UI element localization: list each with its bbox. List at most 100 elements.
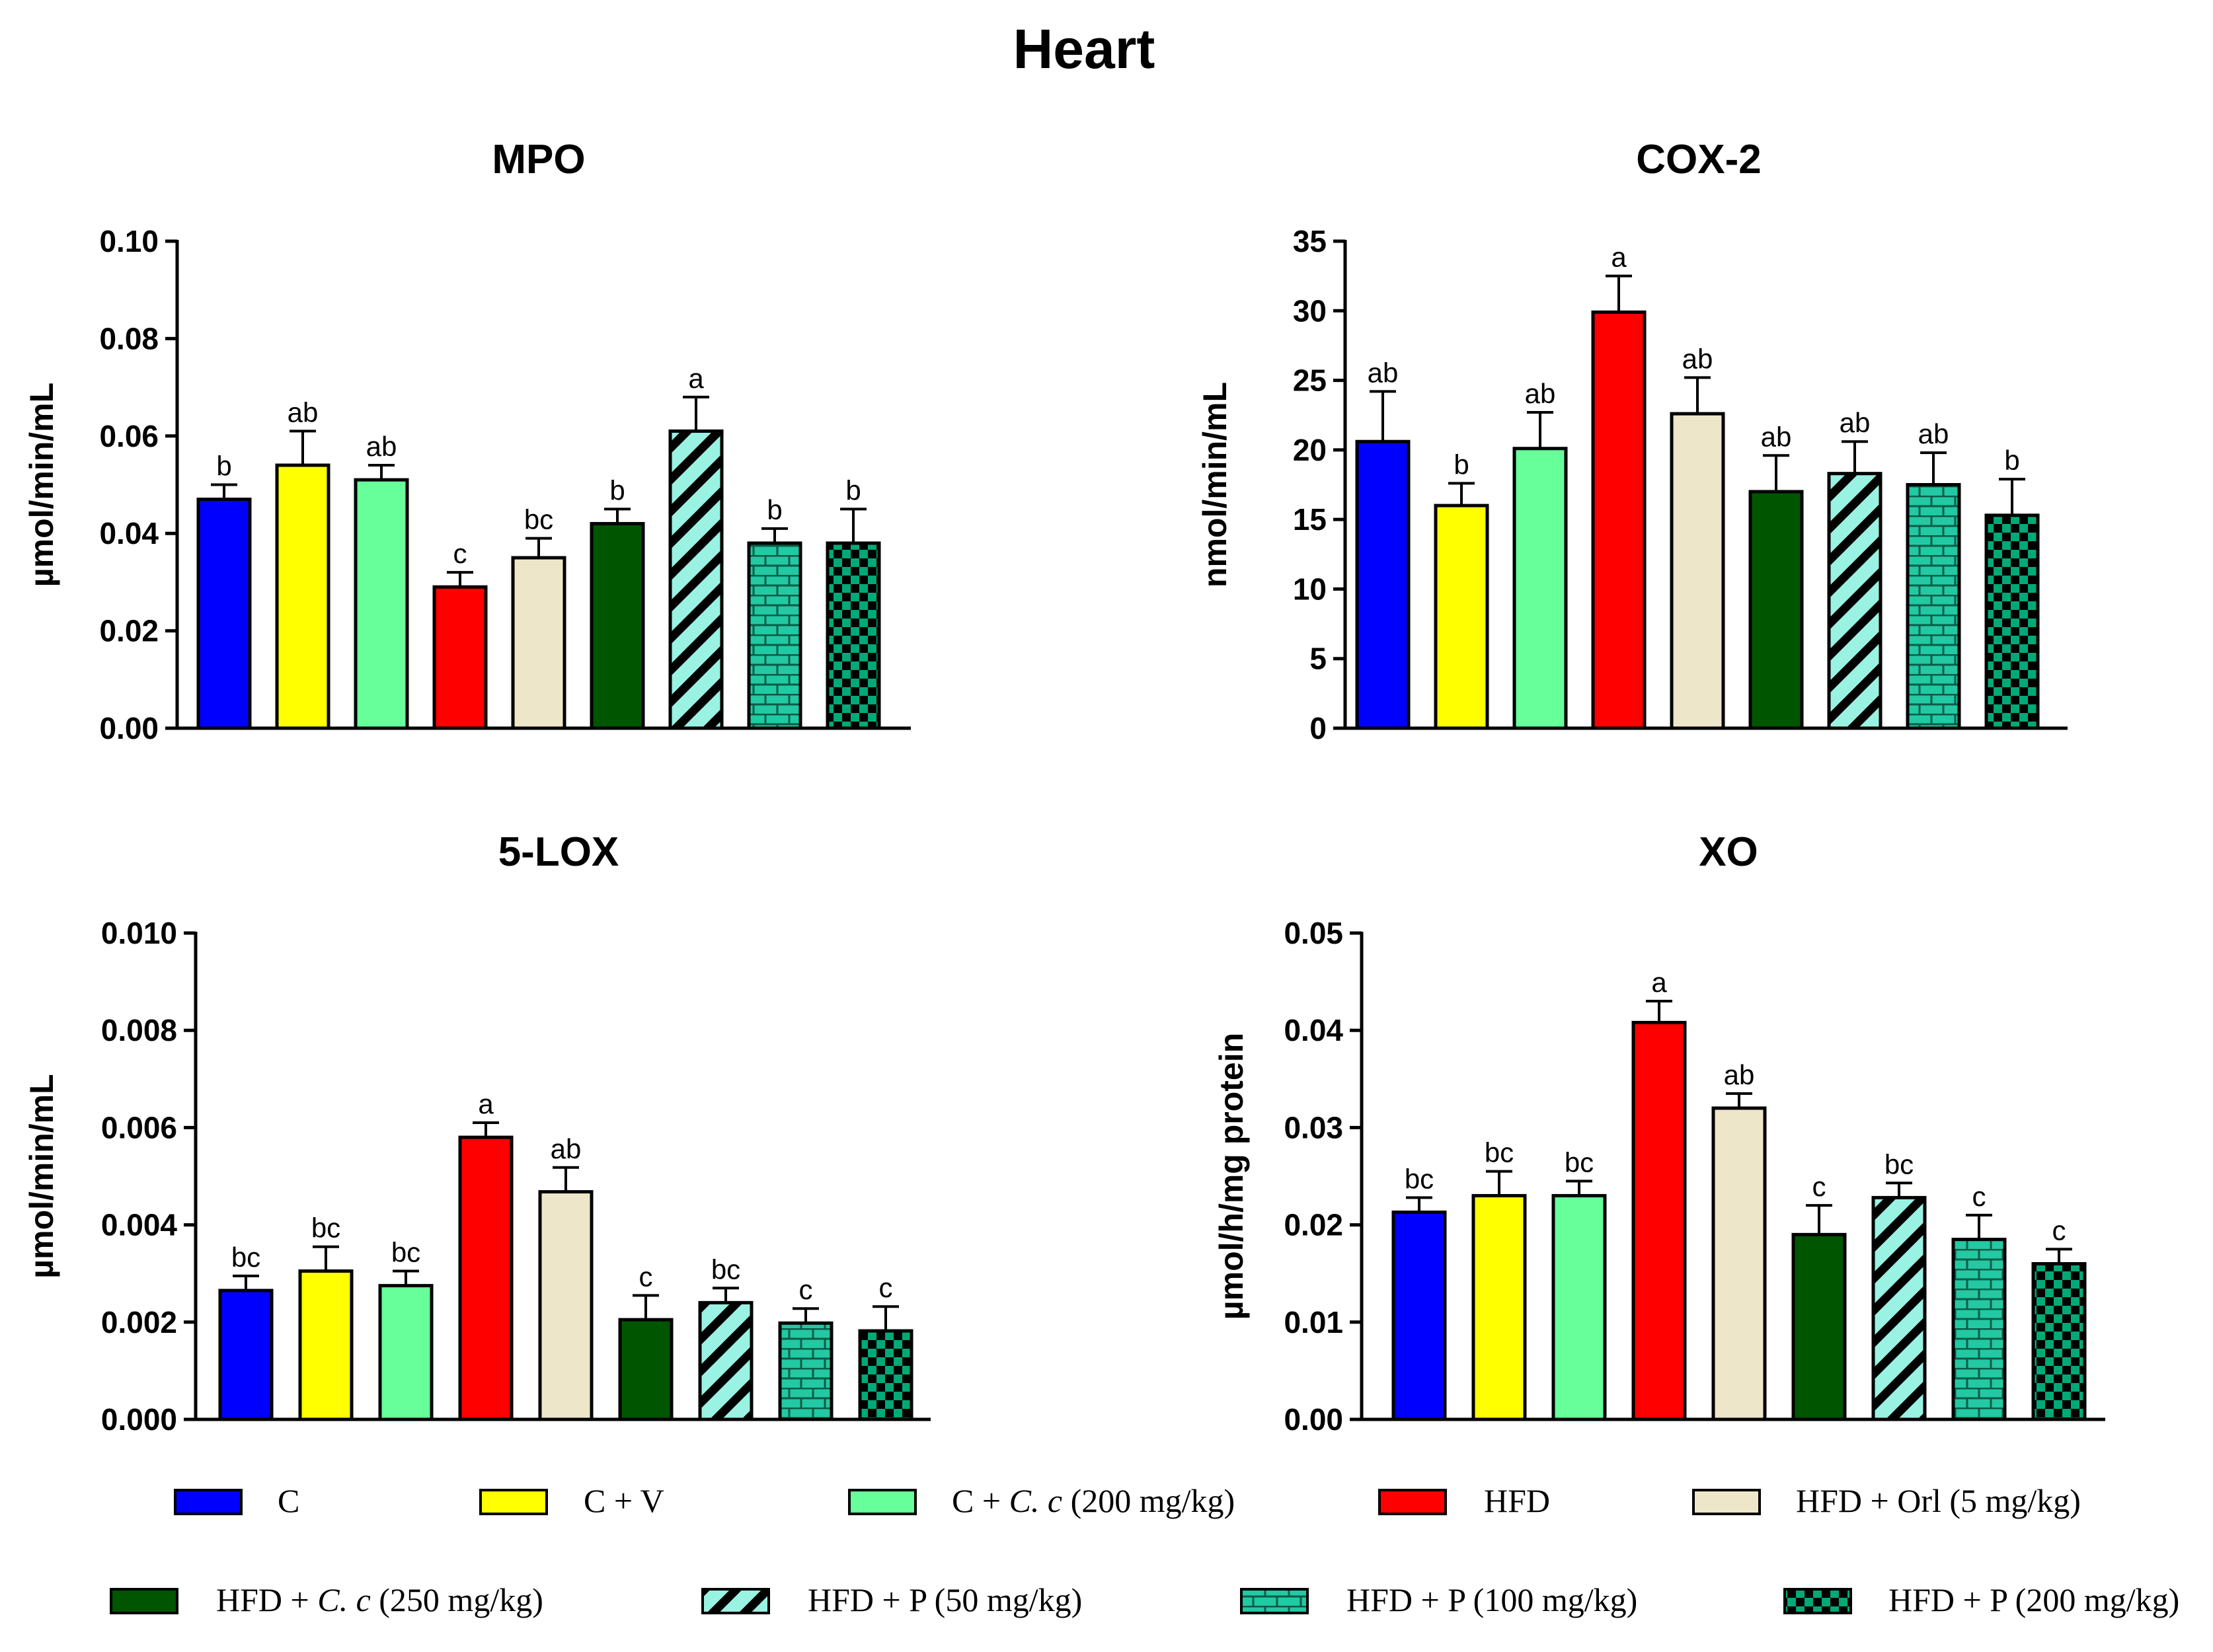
significance-label: c [879,1272,893,1303]
y-tick-label: 30 [1293,293,1327,328]
significance-label: c [639,1261,653,1292]
bar-c-v [275,463,330,730]
significance-label: a [478,1088,494,1119]
y-axis-label: µmol/min/mL [23,383,60,587]
significance-label: c [799,1274,813,1305]
significance-label: ab [1840,407,1871,438]
y-tick-label: 0.05 [1284,916,1343,950]
bar-c [1355,439,1411,730]
y-axis-label: nmol/min/mL [1196,382,1233,587]
legend-swatch [110,1588,178,1614]
significance-label: c [1972,1181,1986,1212]
legend-item-2: C + V [479,1482,664,1519]
legend-swatch [848,1489,917,1515]
significance-label: c [453,538,467,569]
significance-label: ab [1525,378,1556,409]
legend-label: C + C. c (200 mg/kg) [952,1482,1235,1519]
y-tick-label: 0.01 [1284,1305,1343,1339]
legend-item-5: HFD + Orl (5 mg/kg) [1692,1482,2081,1519]
legend-label: HFD + P (200 mg/kg) [1888,1581,2179,1618]
significance-label: ab [1682,343,1713,374]
legend-label-text: C + V [584,1482,664,1519]
bar-hfd-p-50-mg-kg [1871,1195,1927,1421]
chart-title: COX-2 [1636,137,1761,182]
significance-label: b [2004,445,2019,476]
legend-label-text: C + [952,1482,1009,1519]
bar-c-c-c-200-mg-kg [378,1284,434,1421]
legend-label: HFD + C. c (250 mg/kg) [216,1581,543,1618]
y-tick-label: 10 [1293,572,1327,606]
bar-c [218,1289,274,1421]
bar-hfd-p-200-mg-kg [2031,1261,2087,1421]
bar-c-c-c-200-mg-kg [1512,447,1568,730]
chart-title: XO [1699,829,1758,875]
legend-swatch [479,1489,548,1515]
y-tick-label: 0.02 [99,614,159,648]
legend-label-text: HFD + Orl (5 mg/kg) [1796,1482,2081,1519]
legend-item-4: HFD [1378,1482,1550,1519]
bar-hfd-orl-5-mg-kg [511,556,566,730]
y-tick-label: 0.10 [99,224,159,258]
panel-5-lox: 5-LOX µmol/min/mL 0.000 0.002 0.004 0.006 0.00… [23,829,931,1437]
legend-label-text: HFD + P (50 mg/kg) [808,1581,1082,1618]
significance-label: bc [311,1213,340,1244]
chart-title: 5-LOX [498,829,619,875]
bar-c-v [1434,504,1489,730]
legend-label: HFD + Orl (5 mg/kg) [1796,1482,2081,1519]
bar-hfd-p-100-mg-kg [1906,483,1961,730]
y-tick-label: 15 [1293,502,1327,537]
significance-label: b [767,494,782,525]
y-tick-label: 0.006 [101,1110,177,1145]
legend-item-1: C [174,1482,299,1519]
bar-hfd-p-50-mg-kg [668,429,724,730]
bar-c-v [1471,1193,1527,1421]
legend-label-text: C [278,1482,299,1519]
bar-c [1391,1210,1447,1421]
bar-hfd-p-100-mg-kg [747,541,802,730]
significance-label: bc [1485,1137,1514,1168]
legend-swatch [174,1489,243,1515]
significance-label: b [609,474,625,506]
y-tick-label: 0.04 [99,516,159,550]
legend-swatch [1783,1588,1852,1614]
y-tick-label: 0.002 [101,1305,177,1339]
y-tick-label: 0.08 [99,321,159,356]
bar-hfd-c-c-250-mg-kg [1748,490,1804,730]
y-tick-label: 0.04 [1284,1013,1343,1047]
bar-hfd-p-50-mg-kg [1827,472,1883,730]
significance-label: bc [1565,1146,1594,1178]
legend-item-8: HFD + P (100 mg/kg) [1240,1581,1637,1618]
y-tick-label: 0.03 [1284,1110,1343,1145]
legend-swatch [1378,1489,1447,1515]
panel-cox-2: COX-2 nmol/min/mL 0 5 10 15 20 25 30 35 ab b ab a ab ab… [1196,137,2068,745]
legend-label: HFD [1484,1482,1550,1519]
significance-label: c [2052,1215,2066,1246]
significance-label: ab [1368,357,1399,388]
significance-label: ab [288,396,319,428]
y-tick-label: 0 [1309,711,1327,745]
significance-label: a [1651,967,1667,998]
legend-label-text: HFD + [216,1581,317,1618]
legend-label-suffix: (200 mg/kg) [1062,1482,1235,1519]
bar-hfd-c-c-250-mg-kg [1791,1232,1847,1421]
bar-c-c-c-200-mg-kg [1551,1193,1607,1421]
significance-label: b [845,474,861,506]
significance-label: ab [1761,421,1792,452]
y-tick-label: 0.00 [1284,1402,1343,1437]
significance-label: bc [1884,1148,1914,1180]
legend-label-italic: C. c [317,1581,371,1618]
y-tick-label: 0.06 [99,419,159,453]
bar-hfd-c-c-250-mg-kg [618,1318,674,1421]
bar-c [196,498,252,730]
y-tick-label: 0.008 [101,1013,177,1047]
y-tick-label: 35 [1293,224,1327,258]
legend-label-text: HFD [1484,1482,1550,1519]
bar-hfd [458,1135,514,1421]
bar-hfd [1591,310,1647,730]
legend-item-3: C + C. c (200 mg/kg) [848,1482,1235,1519]
y-axis-label: µmol/h/mg protein [1213,1033,1250,1320]
bar-hfd [432,585,488,730]
figure-title: Heart [1013,18,1155,80]
bar-c-c-c-200-mg-kg [354,478,409,730]
